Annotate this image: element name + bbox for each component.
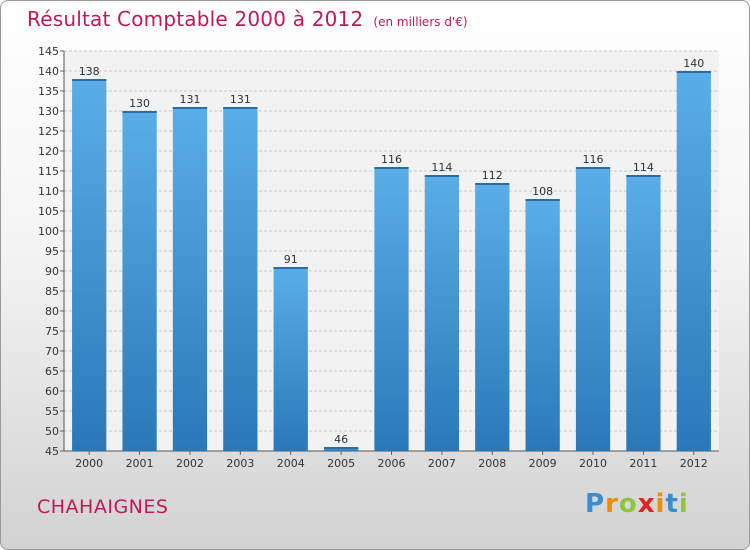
data-label: 46: [334, 433, 348, 446]
bar-top-edge: [575, 167, 611, 169]
y-tick-label: 115: [38, 165, 59, 178]
bar: [273, 267, 308, 451]
y-tick-label: 85: [45, 285, 59, 298]
chart-title: Résultat Comptable 2000 à 2012 (en millie…: [27, 7, 468, 31]
x-tick-label: 2004: [277, 457, 305, 470]
y-tick-label: 55: [45, 405, 59, 418]
data-label: 114: [633, 161, 654, 174]
logo-letter: i: [655, 489, 666, 519]
x-tick-label: 2000: [75, 457, 103, 470]
y-tick-label: 45: [45, 445, 59, 458]
y-tick-label: 95: [45, 245, 59, 258]
bar-top-edge: [475, 183, 510, 185]
bar: [172, 107, 208, 451]
data-label: 108: [532, 185, 553, 198]
bar-top-edge: [172, 107, 208, 109]
bar: [72, 79, 107, 451]
x-tick-label: 2007: [428, 457, 456, 470]
bar: [676, 71, 711, 451]
bar: [575, 167, 611, 451]
data-label: 91: [284, 253, 298, 266]
logo-letter: r: [605, 489, 619, 519]
logo-letter: i: [678, 489, 689, 519]
bar: [374, 167, 409, 451]
x-tick-label: 2005: [327, 457, 355, 470]
commune-name: CHAHAIGNES: [37, 496, 169, 518]
bar-top-edge: [676, 71, 711, 73]
logo-letter: x: [637, 489, 656, 519]
x-tick-label: 2009: [529, 457, 557, 470]
data-label: 112: [482, 169, 503, 182]
y-tick-label: 60: [45, 385, 59, 398]
data-label: 131: [179, 93, 200, 106]
x-tick-label: 2010: [579, 457, 607, 470]
y-tick-label: 130: [38, 105, 59, 118]
bar: [223, 107, 258, 451]
bar: [525, 199, 560, 451]
bar: [122, 111, 157, 451]
y-tick-label: 145: [38, 45, 59, 58]
y-tick-label: 105: [38, 205, 59, 218]
logo-letter: P: [585, 489, 606, 519]
bar-top-edge: [273, 267, 308, 269]
x-tick-label: 2008: [478, 457, 506, 470]
y-tick-label: 125: [38, 125, 59, 138]
data-label: 131: [230, 93, 251, 106]
title-subtitle: (en milliers d'€): [373, 15, 468, 29]
y-tick-label: 100: [38, 225, 59, 238]
data-label: 116: [381, 153, 402, 166]
title-main: Résultat Comptable 2000 à 2012: [27, 7, 364, 31]
logo-letter: o: [618, 489, 638, 519]
bar-top-edge: [626, 175, 661, 177]
y-tick-label: 120: [38, 145, 59, 158]
x-tick-label: 2001: [126, 457, 154, 470]
data-label: 138: [79, 65, 100, 78]
data-label: 114: [431, 161, 452, 174]
bar-top-edge: [122, 111, 157, 113]
y-tick-label: 140: [38, 65, 59, 78]
bar-top-edge: [72, 79, 107, 81]
x-tick-label: 2006: [378, 457, 406, 470]
x-tick-label: 2003: [226, 457, 254, 470]
bar: [475, 183, 510, 451]
bar-top-edge: [223, 107, 258, 109]
bar: [424, 175, 460, 451]
bar-top-edge: [525, 199, 560, 201]
proxiti-logo: Proxiti: [585, 489, 689, 519]
data-label: 140: [683, 57, 704, 70]
x-tick-label: 2002: [176, 457, 204, 470]
y-tick-label: 70: [45, 345, 59, 358]
y-tick-label: 135: [38, 85, 59, 98]
bar-top-edge: [323, 447, 359, 449]
y-tick-label: 65: [45, 365, 59, 378]
logo-letter: t: [665, 489, 679, 519]
bar: [626, 175, 661, 451]
data-label: 116: [583, 153, 604, 166]
y-tick-label: 110: [38, 185, 59, 198]
y-tick-label: 50: [45, 425, 59, 438]
bar-top-edge: [424, 175, 460, 177]
data-label: 130: [129, 97, 150, 110]
y-tick-label: 90: [45, 265, 59, 278]
bar-top-edge: [374, 167, 409, 169]
x-tick-label: 2011: [629, 457, 657, 470]
y-tick-label: 80: [45, 305, 59, 318]
x-tick-label: 2012: [680, 457, 708, 470]
y-tick-label: 75: [45, 325, 59, 338]
